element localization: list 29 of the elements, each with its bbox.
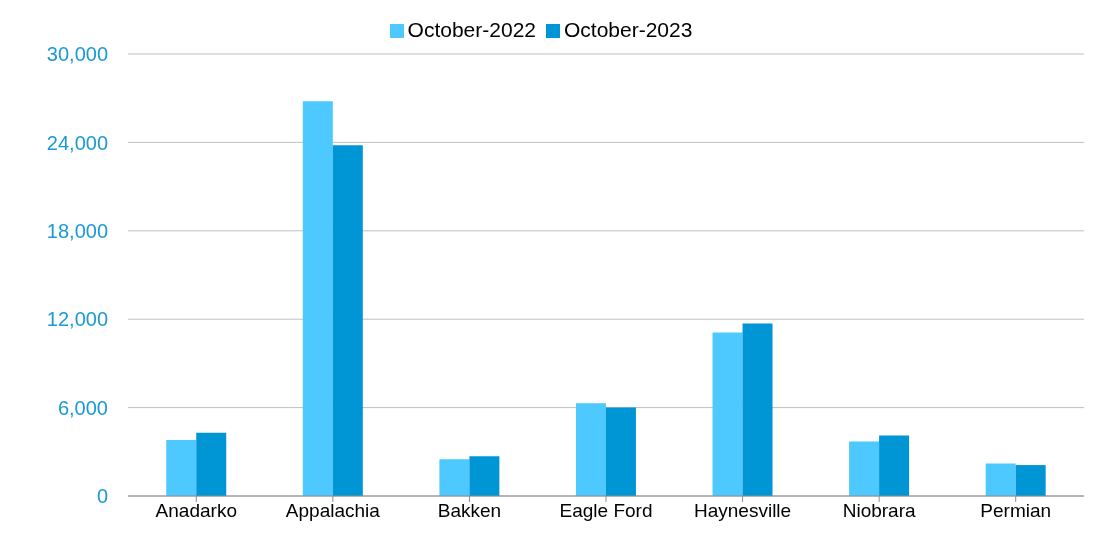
x-tick-label: Appalachia: [285, 500, 381, 522]
bar: [712, 332, 743, 496]
y-tick-label: 30,000: [46, 43, 108, 66]
x-tick-label: Niobrara: [842, 500, 916, 522]
x-tick-label: Permian: [980, 500, 1052, 522]
bar: [166, 440, 197, 496]
y-tick-label: 6,000: [57, 396, 108, 419]
x-tick-label: Anadarko: [155, 500, 237, 522]
bar: [1015, 465, 1046, 496]
y-tick-label: 18,000: [46, 219, 108, 242]
bar: [985, 463, 1016, 496]
legend-label: October-2022: [407, 18, 536, 41]
bar: [439, 459, 470, 496]
bar: [849, 441, 880, 496]
x-tick-label: Bakken: [437, 500, 502, 522]
bar: [302, 101, 333, 496]
bar: [469, 456, 500, 496]
bar: [196, 432, 227, 496]
y-tick-label: 12,000: [46, 308, 108, 331]
legend-label: October-2023: [564, 18, 693, 41]
x-tick-label: Eagle Ford: [559, 500, 653, 522]
x-tick-label: Haynesville: [693, 500, 792, 522]
y-tick-label: 0: [96, 485, 108, 508]
bar: [332, 145, 363, 496]
bar: [575, 403, 606, 496]
y-tick-label: 24,000: [46, 131, 108, 154]
bar: [879, 435, 910, 496]
bar: [742, 323, 773, 496]
bar: [605, 407, 636, 496]
